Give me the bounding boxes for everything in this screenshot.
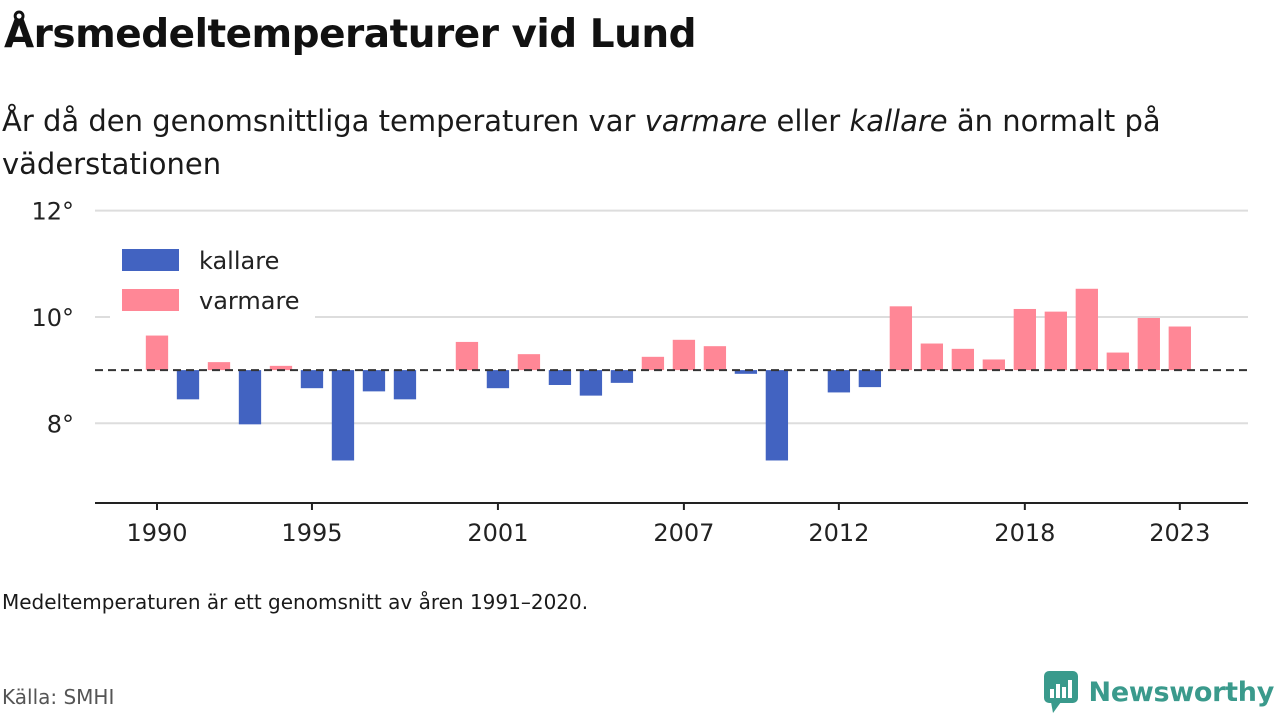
x-tick-label: 2018 — [994, 519, 1055, 547]
bar — [889, 306, 913, 371]
chart-subtitle: År då den genomsnittliga temperaturen va… — [2, 100, 1262, 186]
bar — [610, 370, 634, 383]
bar — [176, 370, 200, 400]
bar — [641, 356, 665, 371]
bar — [765, 370, 789, 461]
x-tick-label: 2001 — [467, 519, 528, 547]
subtitle-text-2: eller — [767, 104, 850, 138]
bar — [238, 370, 262, 425]
bar — [1075, 288, 1098, 371]
bar — [1137, 318, 1160, 371]
bar — [1106, 352, 1129, 371]
x-tick-label: 2007 — [653, 519, 714, 547]
y-tick-label: 10° — [31, 304, 74, 332]
bar — [734, 370, 758, 374]
chart-bubble-icon — [1043, 671, 1078, 713]
bar — [548, 370, 572, 385]
chart-title: Årsmedeltemperaturer vid Lund — [4, 12, 697, 57]
brand-name: Newsworthy — [1088, 676, 1275, 708]
bar — [1168, 326, 1191, 371]
x-tick-label: 2012 — [808, 519, 869, 547]
bar — [455, 341, 479, 371]
bar — [703, 346, 727, 371]
bar — [362, 370, 386, 392]
bar — [858, 370, 882, 388]
bar — [579, 370, 603, 396]
bar — [982, 359, 1006, 371]
source-credit: Källa: SMHI — [2, 685, 115, 709]
bar — [1044, 311, 1067, 371]
legend-label-kallare: kallare — [199, 247, 279, 275]
legend-swatch-kallare — [122, 249, 179, 271]
footnote: Medeltemperaturen är ett genomsnitt av å… — [2, 590, 589, 614]
bar — [672, 339, 696, 371]
x-tick-label: 1995 — [281, 519, 342, 547]
y-tick-label: 8° — [47, 410, 74, 438]
bar — [331, 370, 355, 461]
bar — [517, 354, 541, 371]
subtitle-text-3: än normalt på väderstationen — [2, 104, 1161, 181]
bar — [393, 370, 417, 400]
y-tick-label: 12° — [31, 200, 74, 226]
subtitle-emphasis-varmare: varmare — [644, 104, 768, 138]
bar — [300, 370, 324, 389]
bar — [486, 370, 510, 389]
subtitle-emphasis-kallare: kallare — [849, 104, 948, 138]
legend-label-varmare: varmare — [199, 287, 300, 315]
bar — [269, 365, 293, 371]
legend-swatch-varmare — [122, 289, 179, 311]
x-tick-label: 1990 — [126, 519, 187, 547]
temperature-bar-chart: 8° 10° 12° 1990 1995 2001 2007 2012 2018 2023 kall… — [31, 200, 1248, 547]
bar — [951, 348, 975, 371]
bar — [827, 370, 851, 393]
bar — [1013, 308, 1036, 371]
newsworthy-logo: Newsworthy — [1043, 670, 1274, 714]
bar — [920, 343, 944, 371]
bar — [207, 362, 231, 371]
x-tick-label: 2023 — [1149, 519, 1210, 547]
subtitle-text-1: År då den genomsnittliga temperaturen va… — [2, 104, 645, 138]
bar — [145, 335, 169, 371]
